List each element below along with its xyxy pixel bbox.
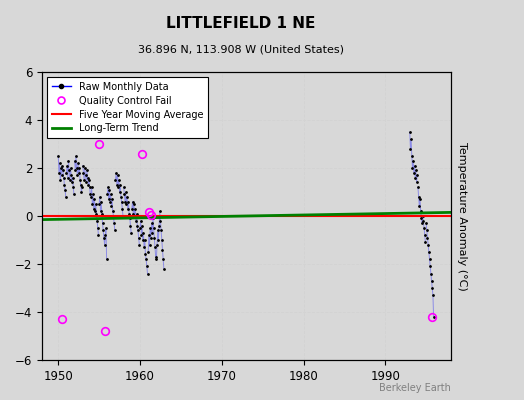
Y-axis label: Temperature Anomaly (°C): Temperature Anomaly (°C): [457, 142, 467, 290]
Text: 36.896 N, 113.908 W (United States): 36.896 N, 113.908 W (United States): [138, 44, 344, 54]
Text: LITTLEFIELD 1 NE: LITTLEFIELD 1 NE: [166, 16, 316, 31]
Text: Berkeley Earth: Berkeley Earth: [379, 383, 451, 393]
Legend: Raw Monthly Data, Quality Control Fail, Five Year Moving Average, Long-Term Tren: Raw Monthly Data, Quality Control Fail, …: [47, 77, 208, 138]
